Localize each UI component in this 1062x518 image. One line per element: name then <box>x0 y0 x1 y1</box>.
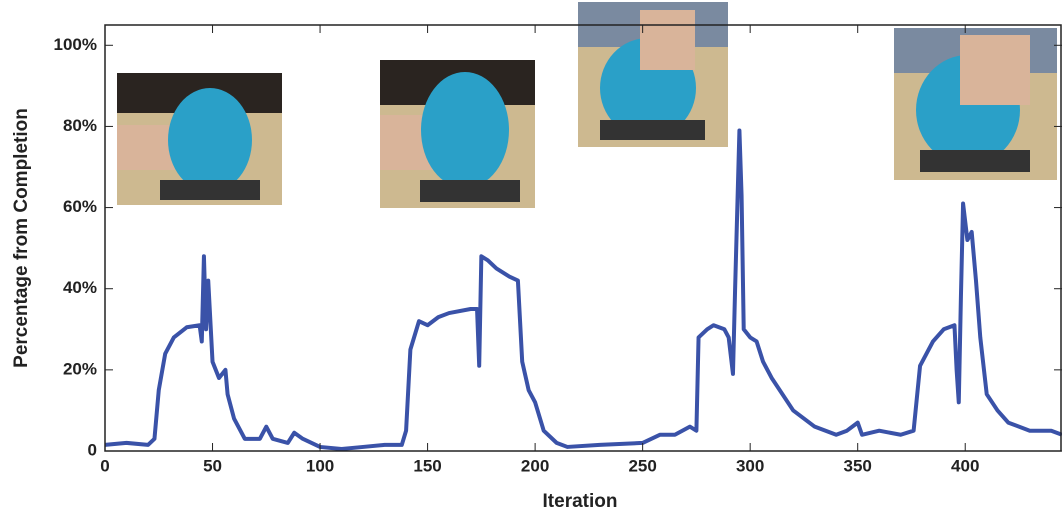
photo <box>380 60 535 208</box>
photos <box>117 2 1057 208</box>
x-axis-label: Iteration <box>543 491 618 512</box>
x-tick-label: 250 <box>628 456 656 475</box>
photo <box>117 73 282 205</box>
x-tick-label: 300 <box>736 456 764 475</box>
y-tick-label: 80% <box>63 116 97 135</box>
y-axis-label: Percentage from Completion <box>11 108 32 368</box>
y-tick-label: 0 <box>88 440 97 459</box>
y-tick-label: 20% <box>63 359 97 378</box>
plot-frame <box>104 24 1062 452</box>
x-tick-label: 150 <box>413 456 441 475</box>
photo <box>894 28 1057 180</box>
x-tick-label: 400 <box>951 456 979 475</box>
y-tick-label: 60% <box>63 197 97 216</box>
x-tick-label: 350 <box>844 456 872 475</box>
y-tick-label: 100% <box>54 35 97 54</box>
y-tick-label: 40% <box>63 278 97 297</box>
x-tick-label: 50 <box>203 456 222 475</box>
x-tick-label: 200 <box>521 456 549 475</box>
x-tick-label: 100 <box>306 456 334 475</box>
x-tick-label: 0 <box>100 456 109 475</box>
photo <box>578 2 728 147</box>
data-line <box>104 128 1062 451</box>
